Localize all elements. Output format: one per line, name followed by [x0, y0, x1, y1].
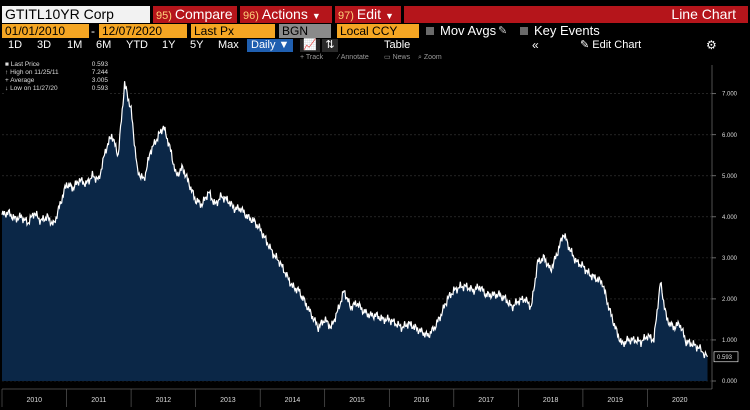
legend-average-value: 3.005 — [91, 77, 108, 84]
edit-number: 97) — [338, 10, 354, 22]
news-label: News — [392, 54, 411, 61]
edit-menu-button[interactable]: 97) Edit ▼ — [335, 6, 401, 23]
track-tool[interactable]: + Track — [300, 54, 324, 61]
edit-chart-label: Edit Chart — [592, 39, 642, 51]
news-tool[interactable]: ▭ News — [384, 54, 411, 61]
y-tick-label: 3.000 — [722, 256, 738, 262]
actions-menu-button[interactable]: 96) Actions ▼ — [240, 6, 332, 23]
edit-dropdown-icon: ▼ — [385, 11, 394, 21]
table-divider — [342, 39, 348, 52]
price-area — [2, 81, 708, 381]
x-axis: 2010 2011 2012 2013 2014 2015 2016 2017 2018 2019… — [1, 65, 713, 407]
y-tick-label: 5.000 — [722, 174, 738, 180]
period-ytd[interactable]: YTD — [126, 39, 148, 51]
start-date-field[interactable]: 01/01/2010 — [2, 24, 89, 38]
x-tick-label: 2011 — [91, 397, 106, 404]
chart-legend: ■ Last Price 0.593 ↑ High on 11/25/11 7.… — [5, 61, 110, 95]
y-tick-label: 2.000 — [722, 297, 738, 303]
edit-label: Edit — [356, 6, 382, 22]
period-1y[interactable]: 1Y — [162, 39, 176, 51]
compare-number: 95) — [156, 10, 172, 22]
period-1m[interactable]: 1M — [67, 39, 83, 51]
line-chart-icon[interactable]: 📈 — [300, 39, 320, 52]
zoom-label: Zoom — [423, 54, 442, 61]
x-tick-label: 2017 — [478, 397, 494, 404]
frequency-label: Daily — [251, 39, 276, 51]
compare-menu-button[interactable]: 95) Compare — [153, 6, 237, 23]
edit-chart-pencil-icon: ✎ — [580, 39, 593, 51]
y-tick-label: 7.000 — [722, 92, 738, 98]
period-3d[interactable]: 3D — [37, 39, 52, 51]
currency-select[interactable]: Local CCY — [337, 24, 419, 38]
period-1d[interactable]: 1D — [8, 39, 23, 51]
settings-gear-icon[interactable]: ⚙ — [706, 38, 717, 52]
period-5y[interactable]: 5Y — [190, 39, 204, 51]
last-price-marker-value: 0.593 — [717, 355, 733, 361]
mov-avgs-label: Mov Avgs — [440, 23, 497, 38]
key-events-label: Key Events — [534, 23, 600, 38]
x-tick-label: 2018 — [543, 397, 559, 404]
price-line — [1, 81, 709, 359]
chart-type-title: Line Chart — [404, 6, 748, 23]
annotate-tool[interactable]: ⁄ Annotate — [338, 54, 369, 61]
legend-low: ↓ Low on 11/27/20 — [5, 85, 58, 92]
annotate-label: Annotate — [340, 54, 369, 61]
compare-label: Compare — [174, 6, 233, 22]
x-tick-label: 2012 — [156, 397, 172, 404]
actions-number: 96) — [243, 10, 259, 22]
x-tick-label: 2016 — [414, 397, 430, 404]
legend-low-value: 0.593 — [91, 85, 108, 92]
parameter-bar: 01/01/2010 - 12/07/2020 Last Px BGN Loca… — [0, 24, 750, 38]
x-tick-label: 2019 — [607, 397, 623, 404]
edit-chart-button[interactable]: ✎ Edit Chart — [580, 39, 641, 52]
legend-last-price: ■ Last Price — [5, 61, 40, 68]
price-chart[interactable]: 0.000 1.000 2.000 3.000 4.000 5.000 6.000 7.000… — [0, 63, 750, 410]
actions-label: Actions — [261, 6, 308, 22]
zoom-tool[interactable]: ⌕ Zoom — [418, 54, 442, 61]
actions-dropdown-icon: ▼ — [311, 11, 321, 21]
mov-avgs-checkbox[interactable] — [426, 27, 434, 35]
legend-last-price-value: 0.593 — [91, 61, 108, 68]
command-bar: GTITL10YR Corp 95) Compare 96) Actions ▼ 97… — [0, 6, 750, 23]
x-tick-label: 2020 — [672, 397, 688, 404]
x-tick-label: 2013 — [220, 397, 236, 404]
date-separator: - — [91, 24, 95, 38]
table-button[interactable]: Table — [384, 39, 411, 51]
pencil-icon[interactable]: ✎ — [498, 25, 508, 37]
price-field-select[interactable]: Last Px — [191, 24, 275, 38]
key-events-checkbox[interactable] — [520, 27, 528, 35]
y-tick-label: 4.000 — [722, 215, 738, 221]
end-date-field[interactable]: 12/07/2020 — [99, 24, 187, 38]
y-tick-label: 1.000 — [722, 338, 738, 344]
period-bar: 1D 3D 1M 6M YTD 1Y 5Y Max Daily ▼ 📈 ⇅ Ta… — [0, 39, 750, 52]
x-tick-label: 2015 — [349, 397, 365, 404]
collapse-icon[interactable]: « — [532, 38, 539, 52]
last-price-marker — [713, 351, 739, 363]
chart-tools-bar: + Track ⁄ Annotate ▭ News ⌕ Zoom — [0, 52, 750, 63]
legend-high: ↑ High on 11/25/11 — [5, 69, 59, 76]
y-tick-label: 0.000 — [722, 379, 738, 385]
y-tick-label: 6.000 — [722, 133, 738, 139]
period-6m[interactable]: 6M — [96, 39, 112, 51]
chart-style-icon[interactable]: ⇅ — [322, 39, 338, 52]
legend-average: + Average — [5, 77, 35, 84]
x-tick-label: 2010 — [26, 397, 42, 404]
ticker-field[interactable]: GTITL10YR Corp — [2, 6, 150, 23]
y-axis: 0.000 1.000 2.000 3.000 4.000 5.000 6.000 7.000 — [712, 92, 738, 385]
track-label: Track — [305, 54, 324, 61]
frequency-select[interactable]: Daily ▼ — [247, 39, 294, 52]
pricing-source-field[interactable]: BGN — [279, 24, 331, 38]
x-tick-label: 2014 — [285, 397, 301, 404]
period-max[interactable]: Max — [218, 39, 239, 51]
legend-high-value: 7.244 — [91, 69, 108, 76]
